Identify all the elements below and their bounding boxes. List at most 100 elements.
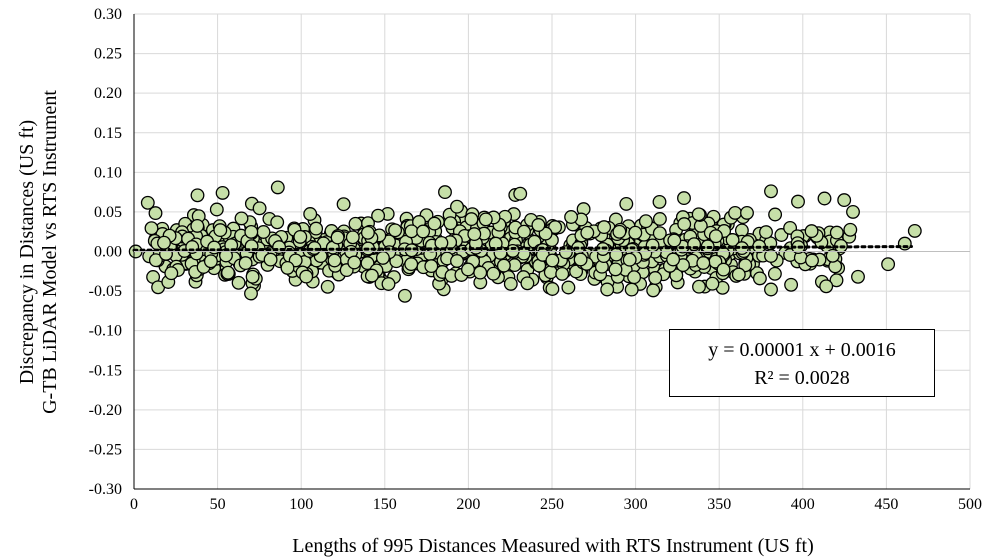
data-point-963 — [450, 254, 464, 268]
data-point-753 — [209, 202, 224, 217]
data-point-800 — [299, 269, 314, 284]
data-point-922 — [624, 282, 639, 297]
data-point-864 — [627, 270, 642, 285]
data-point-808 — [221, 265, 235, 280]
data-point-844 — [256, 225, 271, 239]
data-point-760 — [652, 212, 667, 226]
data-point-935 — [478, 212, 493, 227]
data-point-955 — [381, 277, 396, 291]
trendline — [132, 245, 913, 252]
data-point-850 — [244, 224, 259, 239]
data-point-946 — [203, 254, 218, 269]
y-tick-label-11: -0.25 — [89, 441, 122, 458]
data-point-909 — [404, 224, 419, 239]
data-point-747 — [148, 253, 163, 268]
data-point-659 — [692, 279, 706, 294]
data-point-780 — [677, 217, 692, 232]
y-tick-label-10: -0.20 — [89, 402, 122, 419]
data-point-794 — [364, 268, 379, 283]
data-point-792 — [628, 225, 643, 240]
y-tick-label-3: 0.15 — [94, 125, 122, 142]
data-point-982 — [764, 184, 778, 199]
data-point-89 — [231, 275, 246, 290]
data-point-882 — [213, 223, 228, 238]
data-point-314 — [252, 201, 267, 216]
data-point-978 — [215, 185, 230, 200]
data-point-954 — [293, 229, 308, 244]
data-point-757 — [597, 220, 612, 235]
data-point-945 — [545, 253, 560, 268]
x-tick-label-0: 0 — [130, 496, 138, 513]
data-point-950 — [360, 225, 375, 240]
data-point-951 — [666, 252, 681, 267]
data-point-243 — [503, 276, 518, 291]
data-point-944 — [488, 236, 503, 251]
data-point-918 — [473, 265, 488, 280]
data-point-515 — [309, 221, 324, 236]
data-point-915 — [496, 258, 511, 273]
axes — [133, 14, 970, 490]
data-point-968 — [740, 205, 754, 220]
data-point-930 — [645, 238, 660, 253]
x-tick-label-10: 500 — [958, 496, 982, 513]
data-point-989 — [819, 279, 834, 294]
data-point-956 — [608, 262, 623, 277]
data-point-970 — [667, 233, 682, 248]
data-point-983 — [817, 191, 832, 206]
y-tick-label-8: -0.10 — [89, 323, 122, 340]
data-point-965 — [263, 252, 278, 267]
y-tick-label-12: -0.30 — [89, 481, 122, 498]
data-point-977 — [190, 188, 205, 203]
data-point-964 — [270, 215, 285, 230]
data-point-877 — [804, 224, 819, 239]
data-point-841 — [716, 262, 731, 277]
data-point-775 — [348, 216, 363, 231]
data-point-761 — [375, 250, 390, 265]
x-tick-label-9: 450 — [874, 496, 898, 513]
data-point-938 — [696, 256, 711, 270]
data-point-991 — [764, 282, 778, 297]
x-axis-title: Lengths of 995 Distances Measured with R… — [292, 535, 814, 557]
x-tick-label-3: 150 — [373, 496, 397, 513]
x-tick-label-4: 200 — [456, 496, 480, 513]
y-axis-title-line-2: G-TB LiDAR Model vs RTS Instrument — [39, 90, 61, 414]
y-tick-label-6: 0.00 — [94, 244, 122, 261]
data-point-661 — [548, 220, 563, 235]
data-point-467 — [450, 199, 464, 214]
data-point-519 — [791, 194, 805, 209]
data-point-992 — [600, 282, 615, 297]
data-point-805 — [404, 243, 419, 258]
y-tick-label-2: 0.20 — [94, 85, 122, 102]
data-point-917 — [330, 230, 345, 245]
data-point-819 — [648, 271, 663, 285]
data-point-907 — [280, 260, 295, 275]
data-point-988 — [851, 269, 865, 284]
data-point-994 — [244, 286, 258, 301]
data-point-718 — [759, 225, 773, 240]
data-point-222 — [652, 194, 667, 209]
x-tick-label-6: 300 — [624, 496, 648, 513]
data-point-981 — [513, 186, 528, 201]
data-point-897 — [752, 271, 767, 286]
data-point-759 — [705, 276, 720, 291]
data-point-948 — [555, 266, 570, 281]
data-point-670 — [464, 212, 479, 227]
x-tick-label-1: 50 — [210, 496, 226, 513]
trendline-r-squared: R² = 0.0028 — [754, 367, 850, 389]
data-point-796 — [245, 269, 260, 284]
data-point-936 — [345, 230, 360, 245]
data-point-987 — [881, 257, 896, 272]
data-point-605 — [843, 222, 858, 237]
data-point-924 — [461, 262, 475, 277]
x-tick-label-8: 400 — [791, 496, 815, 513]
data-point-960 — [622, 252, 637, 267]
data-point-124 — [646, 283, 661, 298]
data-point-174 — [677, 191, 691, 206]
data-point-879 — [234, 211, 249, 226]
data-point-919 — [416, 224, 431, 239]
data-point-953 — [708, 229, 723, 244]
y-tick-label-1: 0.25 — [94, 46, 122, 63]
data-point-974 — [327, 253, 342, 268]
data-point-958 — [467, 227, 482, 242]
